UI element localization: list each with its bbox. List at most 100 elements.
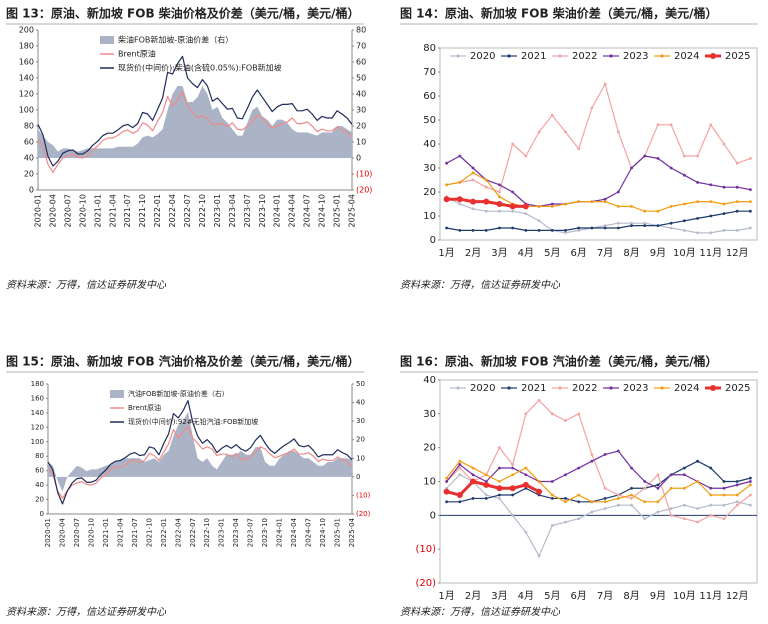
series-marker	[484, 497, 488, 500]
y-tick-label: 140	[31, 409, 44, 417]
series-marker	[682, 517, 686, 521]
legend-swatch	[100, 36, 114, 44]
chart-title: 图 14：原油、新加坡 FOB 柴油价差（美元/桶，美元/桶）	[400, 6, 718, 21]
series-marker	[748, 226, 752, 230]
series-marker	[458, 154, 462, 158]
y-tick-label: 40	[423, 139, 436, 150]
y-tick-label: 60	[24, 138, 34, 147]
x-tick-label: 2023-10	[258, 194, 267, 227]
legend-label: Brent原油	[128, 403, 161, 412]
series-marker	[735, 200, 739, 204]
series-marker	[577, 412, 581, 416]
series-marker	[696, 154, 699, 158]
series-marker	[524, 154, 528, 158]
x-tick-label: 2023-07	[247, 518, 255, 547]
source-note: 资料来源：万得，信达证券研发中心	[400, 279, 561, 291]
series-marker	[722, 517, 726, 521]
chart-title: 图 13：原油、新加坡 FOB 柴油价格及价差（美元/桶，美元/桶）	[6, 6, 360, 21]
series-marker	[735, 503, 739, 507]
series-marker	[722, 486, 726, 490]
series-marker	[603, 453, 607, 456]
series-marker	[483, 198, 490, 205]
series-marker	[524, 530, 528, 534]
y-tick-label: 20	[423, 443, 436, 454]
series-marker	[564, 497, 567, 500]
x-tick-label: 2020-04	[48, 194, 57, 227]
series-marker	[735, 493, 739, 497]
series-marker	[471, 207, 475, 211]
legend-marker	[507, 386, 511, 390]
series-marker	[456, 196, 463, 203]
series-marker	[722, 503, 726, 507]
series-marker	[484, 229, 488, 232]
x-tick-label: 2020-10	[78, 194, 87, 227]
series-marker	[445, 476, 449, 480]
y2-tick-label: 50	[356, 74, 366, 83]
series-marker	[550, 493, 554, 497]
series-marker	[682, 473, 686, 477]
x-tick-label: 2月	[465, 590, 481, 602]
series-marker	[748, 157, 752, 160]
x-tick-label: 2020-10	[87, 518, 95, 547]
series-marker	[682, 154, 686, 158]
x-tick-label: 11月	[699, 590, 722, 602]
y-tick-label: 0	[430, 510, 436, 521]
series-marker	[524, 473, 528, 477]
x-tick-label: 2022-04	[168, 194, 177, 227]
y2-tick-label: 50	[356, 380, 365, 388]
series-marker	[483, 481, 490, 488]
series-marker	[616, 190, 620, 194]
series-marker	[616, 221, 620, 225]
series-marker	[522, 203, 529, 210]
series-marker	[696, 181, 699, 184]
series-marker	[537, 398, 541, 402]
series-marker	[458, 466, 462, 470]
series-marker	[696, 231, 699, 235]
y2-tick-label: 10	[356, 138, 366, 147]
legend-label: 汽油FOB新加坡-原油价差（右）	[128, 389, 229, 398]
x-tick-label: 3月	[491, 247, 507, 259]
series-marker	[445, 226, 449, 230]
x-tick-label: 2021-01	[93, 194, 102, 227]
series-marker	[722, 480, 726, 483]
x-tick-label: 2022-10	[203, 518, 211, 547]
series-marker	[537, 229, 541, 232]
series-marker	[656, 483, 660, 487]
series-marker	[616, 449, 620, 453]
x-tick-label: 2023-04	[228, 194, 237, 227]
series-marker	[696, 217, 699, 220]
legend-label: 2024	[674, 383, 699, 394]
y-tick-label: 200	[19, 26, 34, 35]
y-tick-label: 40	[423, 375, 436, 386]
series-marker	[445, 183, 449, 187]
series-marker	[564, 202, 567, 206]
series-marker	[511, 473, 515, 477]
series-marker	[630, 493, 633, 497]
chart: 图 13：原油、新加坡 FOB 柴油价格及价差（美元/桶，美元/桶） 资料来源：万…	[6, 6, 372, 291]
y2-tick-label: 10	[356, 454, 365, 462]
x-tick-label: 2月	[465, 247, 481, 259]
y-tick-label: 20	[35, 496, 44, 504]
series-marker	[682, 202, 686, 206]
x-tick-label: 4月	[518, 590, 534, 602]
x-tick-label: 2021-10	[138, 194, 147, 227]
x-tick-label: 2022-01	[160, 518, 168, 547]
series-line	[446, 196, 751, 234]
x-tick-label: 8月	[623, 247, 639, 259]
series-marker	[669, 221, 673, 225]
y-tick-label: 30	[423, 163, 436, 174]
x-tick-label: 2025-04	[348, 194, 357, 227]
y2-tick-label: 30	[356, 106, 366, 115]
series-marker	[682, 219, 686, 223]
x-tick-label: 2022-07	[189, 518, 197, 547]
series-marker	[458, 500, 462, 504]
series-marker	[498, 480, 501, 483]
x-tick-label: 2024-10	[319, 518, 327, 547]
series-marker	[722, 185, 726, 189]
series-marker	[511, 190, 515, 194]
x-tick-label: 12月	[726, 247, 749, 259]
x-tick-label: 2025-01	[333, 194, 342, 227]
y-tick-label: 140	[19, 74, 34, 83]
chart-title: 图 16：原油、新加坡 FOB 汽油价差（美元/桶，美元/桶）	[400, 354, 718, 369]
series-marker	[722, 202, 726, 206]
